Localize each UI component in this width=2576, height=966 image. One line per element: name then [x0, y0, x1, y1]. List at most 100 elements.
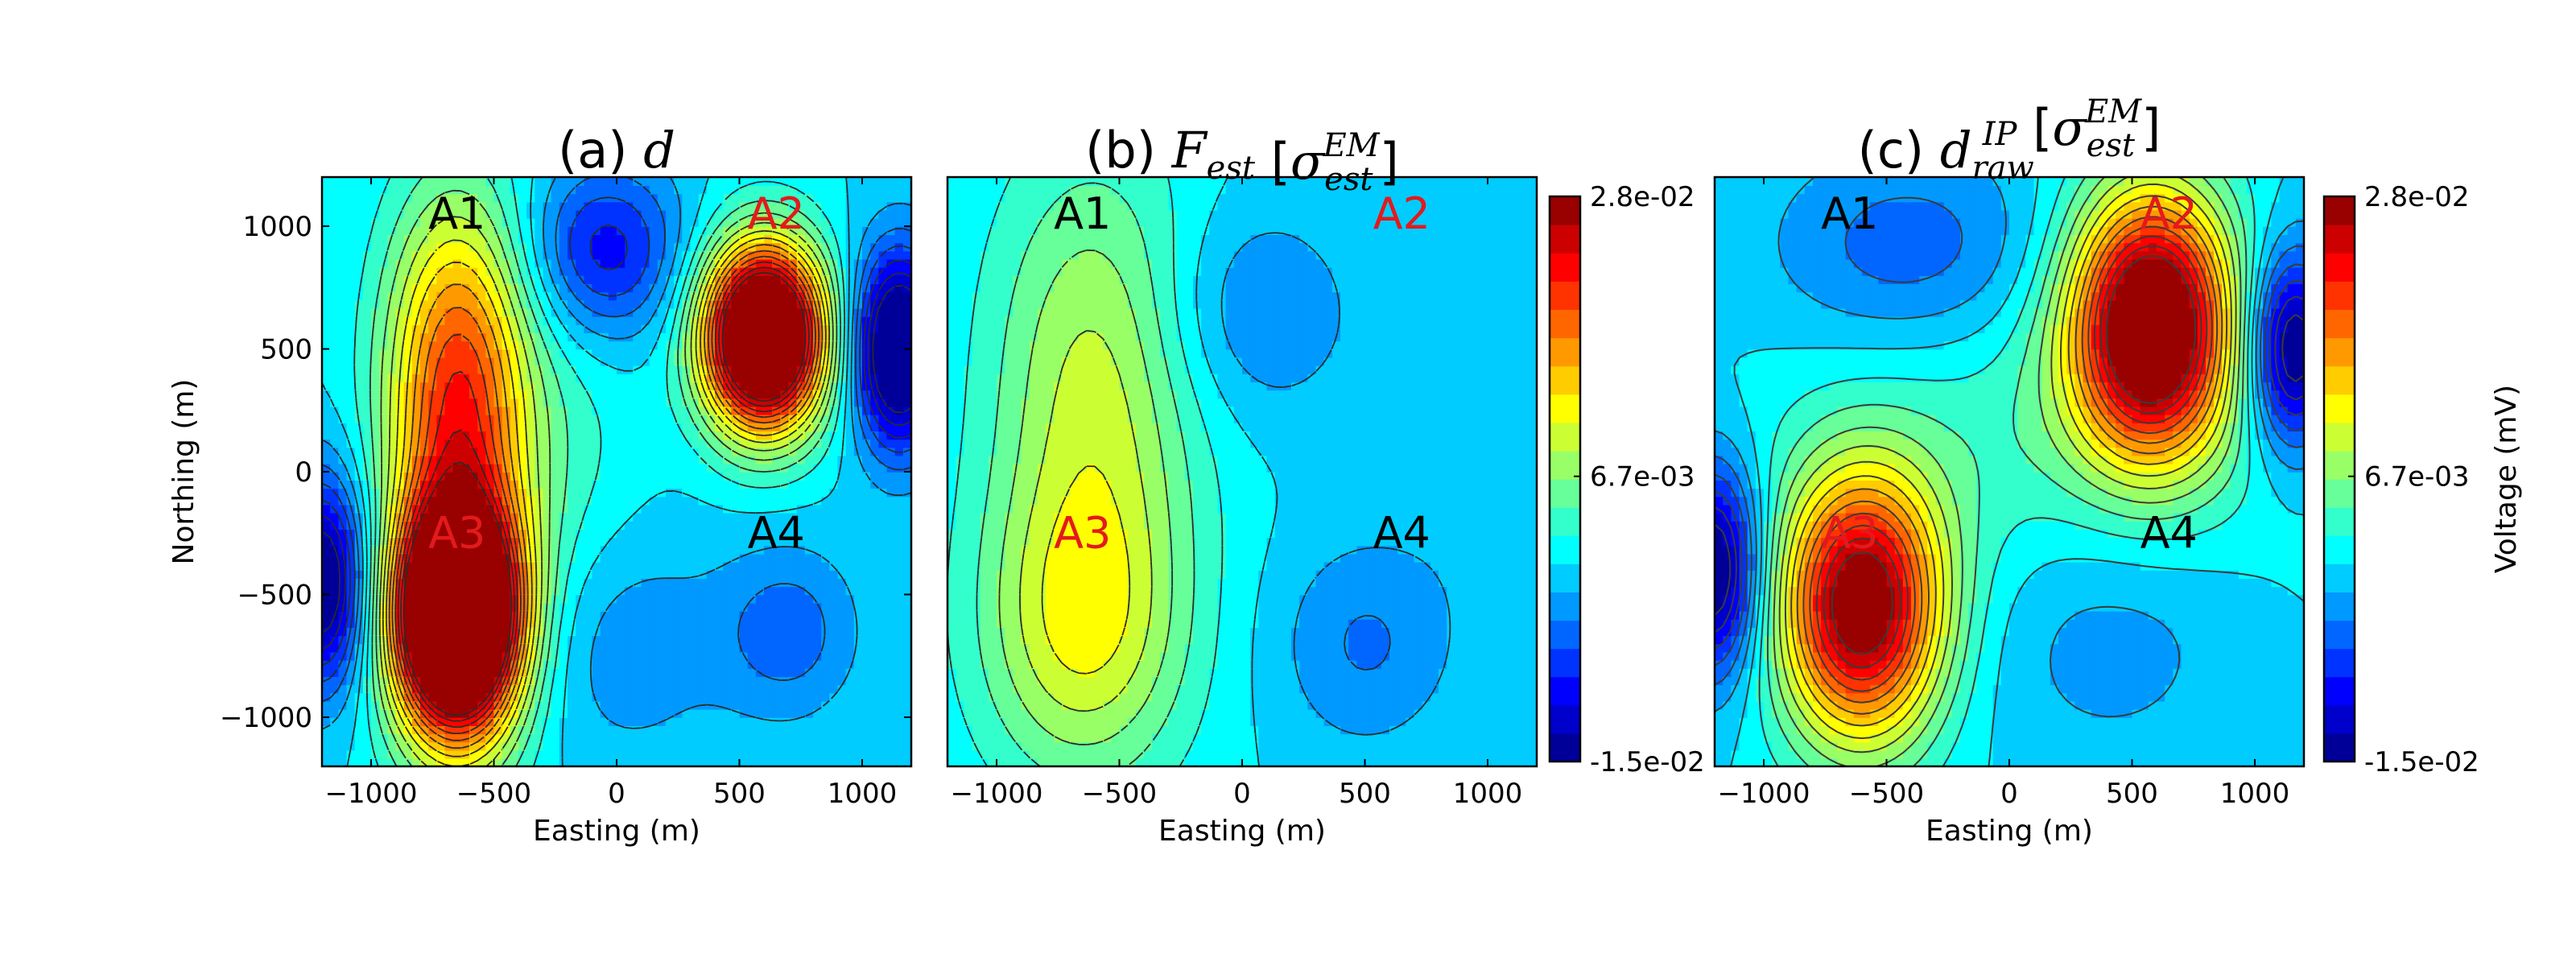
contour-cell: [371, 659, 380, 669]
contour-cell: [330, 316, 340, 325]
contour-cell: [862, 602, 871, 612]
contour-cell: [698, 610, 708, 620]
contour-cell: [535, 692, 544, 702]
contour-cell: [845, 382, 855, 391]
contour-cell: [518, 406, 527, 415]
contour-cell: [862, 512, 871, 522]
contour-cell: [878, 242, 888, 252]
contour-cell: [821, 717, 831, 726]
contour-cell: [608, 275, 617, 284]
contour-cell: [444, 193, 454, 203]
contour-cell: [747, 308, 757, 317]
contour-cell: [731, 365, 741, 374]
contour-cell: [436, 561, 446, 571]
contour-cell: [641, 733, 650, 743]
contour-cell: [600, 692, 609, 702]
contour-cell: [428, 619, 438, 628]
contour-cell: [608, 529, 617, 539]
contour-cell: [780, 390, 790, 399]
contour-cell: [428, 578, 438, 588]
contour-cell: [821, 234, 831, 244]
contour-cell: [387, 700, 397, 710]
contour-cell: [633, 242, 642, 252]
contour-cell: [764, 365, 773, 374]
contour-cell: [330, 431, 340, 440]
contour-cell: [460, 700, 470, 710]
contour-cell: [894, 504, 904, 514]
contour-cell: [690, 275, 700, 284]
contour-cell: [853, 529, 863, 539]
contour-cell: [411, 431, 421, 440]
contour-cell: [444, 602, 454, 612]
contour-cell: [886, 382, 896, 391]
contour-cell: [625, 717, 634, 726]
contour-cell: [493, 659, 503, 669]
contour-cell: [764, 242, 773, 252]
contour-cell: [387, 398, 397, 407]
contour-cell: [878, 643, 888, 653]
contour-cell: [608, 455, 617, 464]
contour-cell: [354, 201, 364, 211]
contour-cell: [510, 700, 519, 710]
contour-cell: [821, 758, 831, 766]
contour-cell: [428, 226, 438, 235]
contour-cell: [559, 635, 568, 645]
contour-cell: [870, 250, 880, 260]
contour-cell: [780, 504, 790, 514]
contour-cell: [666, 553, 675, 563]
contour-cell: [420, 659, 429, 669]
contour-cell: [837, 258, 847, 268]
contour-cell: [346, 602, 356, 612]
contour-cell: [674, 529, 683, 539]
contour-cell: [755, 414, 765, 423]
contour-cell: [452, 266, 462, 276]
contour-cell: [452, 504, 462, 514]
contour-cell: [715, 406, 724, 415]
contour-cell: [739, 725, 749, 735]
contour-cell: [698, 659, 708, 669]
contour-cell: [633, 308, 642, 317]
contour-cell: [747, 643, 757, 653]
contour-cell: [460, 635, 470, 645]
contour-cell: [804, 414, 814, 423]
contour-cell: [543, 299, 552, 309]
contour-cell: [371, 602, 380, 612]
contour-cell: [894, 234, 904, 244]
contour-cell: [322, 733, 331, 743]
contour-cell: [706, 316, 716, 325]
contour-cell: [584, 504, 593, 514]
contour-cell: [387, 324, 397, 333]
contour-cell: [796, 209, 806, 219]
contour-cell: [625, 242, 634, 252]
contour-cell: [526, 423, 536, 431]
contour-cell: [633, 209, 642, 219]
contour-cell: [420, 283, 429, 293]
contour-cell: [444, 700, 454, 710]
contour-cell: [886, 324, 896, 333]
contour-cell: [902, 496, 911, 506]
contour-cell: [584, 700, 593, 710]
contour-cell: [804, 266, 814, 276]
contour-cell: [330, 193, 340, 203]
contour-cell: [362, 619, 372, 628]
contour-cell: [354, 521, 364, 530]
contour-cell: [322, 708, 331, 718]
contour-cell: [780, 374, 790, 382]
contour-cell: [813, 455, 822, 464]
contour-cell: [526, 627, 536, 637]
contour-cell: [878, 258, 888, 268]
contour-cell: [493, 357, 503, 366]
contour-cell: [469, 439, 478, 448]
contour-cell: [633, 635, 642, 645]
contour-cell: [772, 480, 782, 489]
contour-cell: [444, 561, 454, 571]
contour-cell: [755, 316, 765, 325]
contour-cell: [346, 758, 356, 766]
contour-cell: [518, 365, 527, 374]
contour-cell: [723, 266, 733, 276]
contour-cell: [371, 316, 380, 325]
contour-cell: [649, 406, 658, 415]
contour-cell: [894, 316, 904, 325]
contour-cell: [387, 733, 397, 743]
contour-cell: [804, 217, 814, 227]
